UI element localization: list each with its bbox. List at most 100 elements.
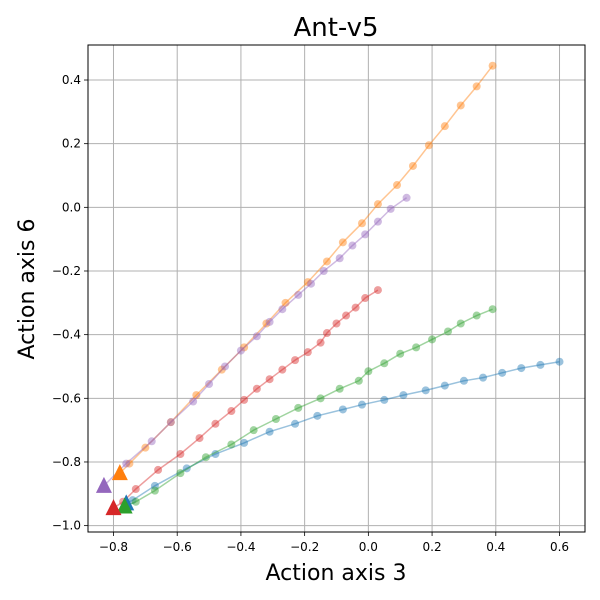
data-point	[380, 359, 389, 368]
data-point	[488, 61, 497, 70]
data-point	[316, 394, 325, 403]
data-point	[249, 426, 258, 435]
data-point	[205, 379, 214, 388]
data-point	[364, 367, 373, 376]
series-trajectory-blue	[125, 357, 564, 505]
data-point	[265, 317, 274, 326]
data-point	[313, 411, 322, 420]
data-point	[278, 365, 287, 374]
series-trajectory-orange	[119, 61, 497, 474]
data-point	[166, 418, 175, 427]
start-marker	[105, 499, 122, 516]
data-point	[456, 101, 465, 110]
series-line	[103, 197, 408, 487]
series-trajectory-purple	[103, 193, 411, 487]
start-marker	[116, 497, 133, 514]
data-point	[361, 230, 370, 239]
data-point	[125, 459, 134, 468]
y-tick-label: −0.4	[52, 328, 81, 342]
data-point	[122, 459, 131, 468]
data-point	[303, 278, 312, 287]
data-point	[396, 349, 405, 358]
data-point	[240, 395, 249, 404]
data-point	[386, 204, 395, 213]
data-point	[227, 440, 236, 449]
data-point	[421, 386, 430, 395]
data-point	[338, 405, 347, 414]
series-line	[125, 360, 560, 505]
data-point	[335, 384, 344, 393]
series-line	[119, 65, 494, 474]
data-point	[252, 332, 261, 341]
data-point	[201, 453, 210, 462]
x-tick-label: 0.2	[423, 540, 442, 554]
data-point	[303, 348, 312, 357]
x-tick-label: −0.8	[99, 540, 128, 554]
data-point	[488, 305, 497, 314]
data-point	[182, 464, 191, 473]
series-trajectory-red	[113, 286, 382, 509]
data-point	[211, 419, 220, 428]
data-point	[265, 427, 274, 436]
y-axis-title: Action axis 6	[15, 219, 40, 360]
series-line	[124, 308, 493, 508]
data-point	[294, 290, 303, 299]
data-point	[412, 343, 421, 352]
data-point	[262, 319, 271, 328]
y-tick-label: −0.6	[52, 391, 81, 405]
data-point	[555, 357, 564, 366]
data-point	[195, 434, 204, 443]
data-point	[424, 141, 433, 150]
data-point	[147, 437, 156, 446]
data-point	[536, 360, 545, 369]
data-point	[338, 238, 347, 247]
data-point	[319, 266, 328, 275]
data-point	[354, 376, 363, 385]
data-point	[342, 311, 351, 320]
ticks: −0.8 −0.6 −0.4 −0.2 0.0 0.2 0.4 0.6 −1.0 −0.8 −0.6…	[52, 73, 569, 554]
data-point	[131, 485, 140, 494]
data-point	[357, 219, 366, 228]
grid	[88, 45, 585, 532]
data-point	[176, 469, 185, 478]
start-marker	[111, 464, 128, 481]
data-point	[373, 200, 382, 209]
data-point	[154, 465, 163, 474]
series-trajectory-green	[124, 305, 497, 508]
x-tick-label: −0.4	[226, 540, 255, 554]
data-point	[166, 418, 175, 427]
series-layer	[95, 61, 564, 516]
data-point	[189, 397, 198, 406]
data-point	[335, 254, 344, 263]
data-point	[472, 82, 481, 91]
x-tick-label: 0.4	[486, 540, 505, 554]
data-point	[399, 391, 408, 400]
data-point	[459, 376, 468, 385]
data-point	[227, 407, 236, 416]
data-point	[373, 286, 382, 295]
data-point	[361, 294, 370, 303]
data-point	[373, 217, 382, 226]
x-tick-label: 0.0	[359, 540, 378, 554]
data-point	[217, 365, 226, 374]
x-axis-title: Action axis 3	[266, 561, 407, 586]
data-point	[150, 486, 159, 495]
y-tick-label: 0.2	[62, 137, 81, 151]
y-tick-label: −0.8	[52, 455, 81, 469]
data-point	[281, 298, 290, 307]
data-point	[479, 373, 488, 382]
data-point	[176, 450, 185, 459]
data-point	[236, 346, 245, 355]
y-tick-label: 0.0	[62, 200, 81, 214]
data-point	[428, 335, 437, 344]
y-tick-label: −0.2	[52, 264, 81, 278]
data-point	[322, 329, 331, 338]
y-tick-label: 0.4	[62, 73, 81, 87]
data-point	[393, 181, 402, 190]
data-point	[332, 319, 341, 328]
data-point	[240, 343, 249, 352]
data-point	[440, 381, 449, 390]
data-point	[265, 375, 274, 384]
data-point	[307, 279, 316, 288]
